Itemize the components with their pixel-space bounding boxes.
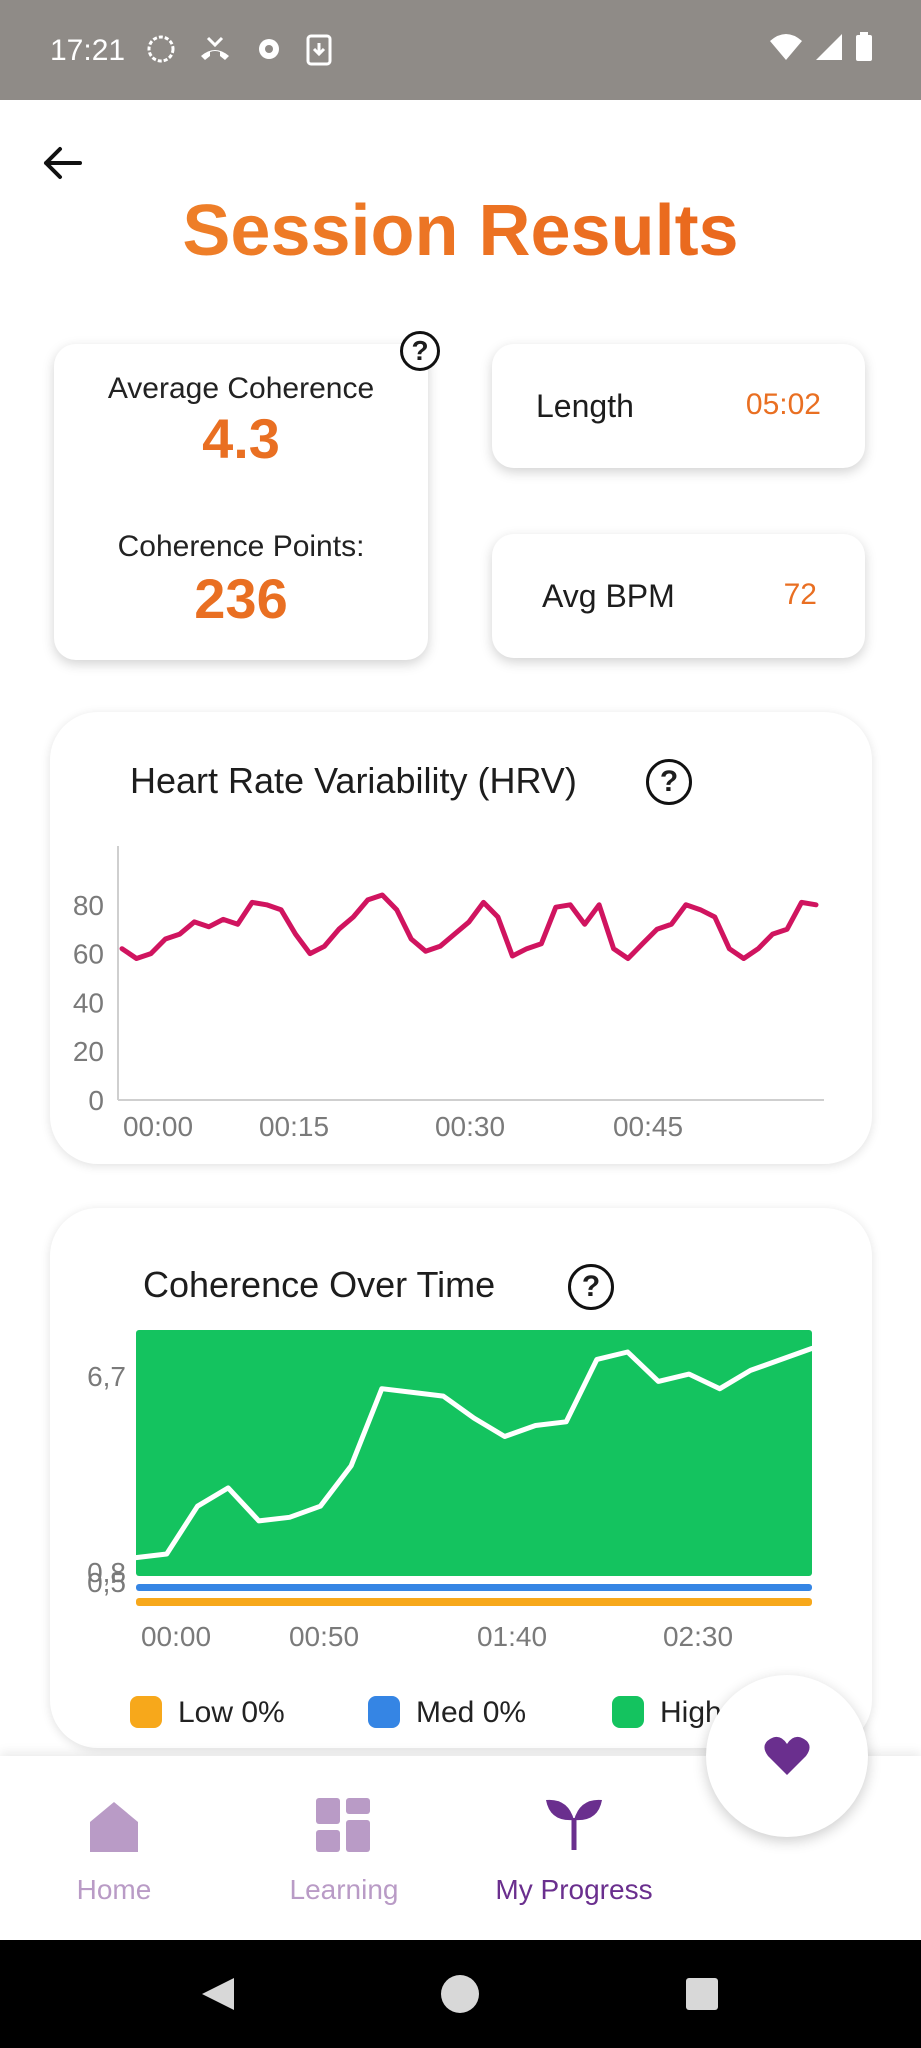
average-coherence-label: Average Coherence — [107, 372, 375, 405]
page-title: Session Results — [0, 190, 921, 272]
nav-home[interactable]: Home — [14, 1756, 214, 1940]
coherence-y-tick-label: 6,7 — [87, 1361, 126, 1392]
coherence-summary-card: Average Coherence 4.3 Coherence Points: … — [54, 344, 428, 660]
coherence-points-value: 236 — [194, 567, 288, 630]
hrv-series-line — [119, 892, 819, 961]
hrv-y-tick-label: 20 — [73, 1036, 104, 1067]
med-zone-bar — [136, 1584, 812, 1591]
length-label: Length — [536, 388, 634, 424]
hrv-y-tick-label: 80 — [73, 890, 104, 921]
recents-square-icon[interactable] — [684, 1976, 720, 2012]
nav-learning[interactable]: Learning — [244, 1756, 444, 1940]
coherence-x-tick-label: 00:00 — [141, 1621, 211, 1652]
coherence-x-tick-label: 02:30 — [663, 1621, 733, 1652]
hrv-y-tick-label: 60 — [73, 939, 104, 970]
coherence-help-icon[interactable]: ? — [400, 331, 440, 371]
length-card: Length 05:02 — [492, 344, 865, 468]
hrv-chart-card: Heart Rate Variability (HRV) ? 0 20 40 60 80… — [50, 712, 872, 1164]
hrv-help-icon[interactable]: ? — [646, 759, 692, 805]
coherence-x-tick-label: 00:50 — [289, 1621, 359, 1652]
learning-grid-icon — [316, 1798, 370, 1852]
coherence-chart-help-icon[interactable]: ? — [568, 1264, 614, 1310]
hrv-y-tick-label: 0 — [88, 1085, 104, 1116]
signal-app-icon — [147, 35, 175, 63]
coherence-chart-card: Coherence Over Time ? 6,7 0,8 0,5 00:00 00:5… — [50, 1208, 872, 1748]
cell-signal-icon — [816, 34, 842, 60]
hrv-x-tick-label: 00:00 — [123, 1111, 193, 1142]
legend-swatch — [612, 1696, 644, 1728]
notification-icons — [146, 34, 332, 66]
legend-swatch — [130, 1696, 162, 1728]
coherence-y-tick-label: 0,8 — [87, 1557, 126, 1588]
download-icon — [306, 34, 332, 66]
system-status-icons — [769, 32, 873, 62]
missed-call-icon — [201, 36, 229, 60]
coherence-y-tick-label: 0,5 — [87, 1567, 126, 1598]
legend-swatch — [368, 1696, 400, 1728]
status-bar: 17:21 — [0, 0, 921, 100]
hrv-x-tick-label: 00:30 — [435, 1111, 505, 1142]
hrv-line-chart: 0 20 40 60 80 00:00 00:15 00:30 00:45 — [73, 846, 824, 1142]
system-navigation-bar — [0, 1940, 921, 2048]
hrv-x-tick-label: 00:15 — [259, 1111, 329, 1142]
avg-bpm-card: Avg BPM 72 — [492, 534, 865, 658]
hrv-y-tick-label: 40 — [73, 987, 104, 1018]
legend-label: Med 0% — [416, 1696, 526, 1729]
nav-learning-label: Learning — [289, 1874, 399, 1905]
back-triangle-icon[interactable] — [198, 1974, 238, 2014]
coherence-chart-title: Coherence Over Time — [143, 1264, 496, 1305]
wifi-icon — [770, 34, 802, 60]
coherence-area-chart: 6,7 0,80,5 00:00 00:50 01:40 02:30 Low 0% Med 0… — [87, 1330, 815, 1729]
nav-my-progress-label: My Progress — [495, 1874, 653, 1905]
avg-bpm-label: Avg BPM — [542, 578, 675, 614]
high-zone-area — [136, 1330, 812, 1576]
nav-my-progress[interactable]: My Progress — [474, 1756, 674, 1940]
back-arrow-icon[interactable] — [40, 140, 86, 186]
coherence-points-label: Coherence Points: — [117, 530, 365, 563]
hrv-chart-title: Heart Rate Variability (HRV) — [130, 760, 577, 801]
home-icon — [90, 1802, 138, 1852]
heart-fab-button[interactable] — [706, 1675, 868, 1837]
battery-icon — [856, 32, 872, 61]
hrv-x-tick-label: 00:45 — [613, 1111, 683, 1142]
coherence-x-tick-label: 01:40 — [477, 1621, 547, 1652]
sprout-icon — [546, 1799, 602, 1850]
low-zone-bar — [136, 1598, 812, 1606]
average-coherence-value: 4.3 — [202, 407, 280, 470]
settings-icon — [259, 39, 279, 59]
status-time: 17:21 — [50, 34, 126, 67]
home-circle-icon[interactable] — [440, 1974, 480, 2014]
length-value: 05:02 — [745, 388, 821, 421]
heart-icon — [764, 1736, 810, 1775]
nav-home-label: Home — [76, 1874, 152, 1905]
avg-bpm-value: 72 — [783, 578, 817, 611]
legend-label: Low 0% — [178, 1696, 285, 1729]
coherence-series-line — [133, 1345, 815, 1561]
